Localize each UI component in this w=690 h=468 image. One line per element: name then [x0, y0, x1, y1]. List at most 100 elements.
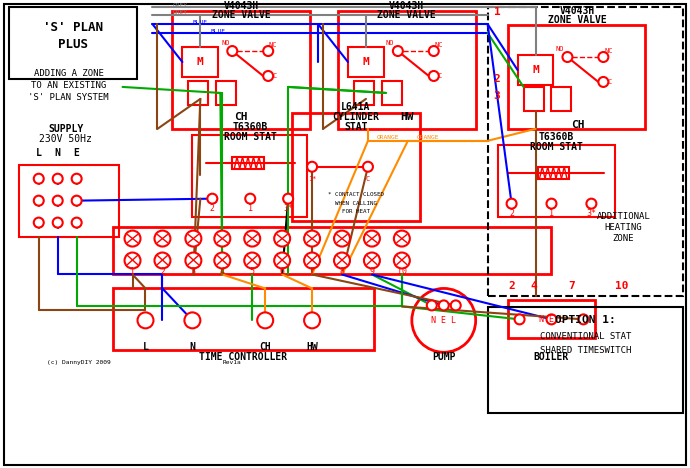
Bar: [551, 87, 571, 111]
Circle shape: [394, 231, 410, 247]
Text: NO: NO: [555, 46, 564, 52]
Text: C: C: [607, 79, 611, 85]
Circle shape: [307, 162, 317, 172]
Circle shape: [137, 312, 153, 329]
Text: C: C: [272, 73, 276, 79]
Circle shape: [427, 300, 437, 310]
Circle shape: [334, 231, 350, 247]
Text: TO AN EXISTING: TO AN EXISTING: [31, 81, 106, 90]
Text: WHEN CALLING: WHEN CALLING: [335, 201, 377, 206]
Circle shape: [363, 162, 373, 172]
Circle shape: [52, 196, 63, 205]
Text: V4043H: V4043H: [560, 6, 595, 16]
Circle shape: [578, 314, 589, 324]
Circle shape: [546, 314, 556, 324]
Bar: [538, 167, 569, 179]
Text: 2: 2: [509, 281, 515, 292]
Circle shape: [186, 231, 201, 247]
Text: Rev1a: Rev1a: [223, 360, 241, 365]
Bar: [497, 145, 615, 217]
Text: 6: 6: [279, 267, 285, 276]
Text: N E L: N E L: [539, 315, 564, 324]
Text: L: L: [36, 148, 41, 158]
Text: CONVENTIONAL STAT: CONVENTIONAL STAT: [540, 332, 631, 341]
Text: 3*: 3*: [586, 209, 596, 218]
Circle shape: [334, 253, 350, 269]
Text: L641A: L641A: [342, 102, 371, 112]
Circle shape: [304, 312, 320, 329]
Text: M: M: [362, 57, 369, 67]
Bar: [488, 7, 683, 296]
Text: * CONTACT CLOSED: * CONTACT CLOSED: [328, 192, 384, 197]
Bar: [112, 288, 374, 350]
Text: HW: HW: [306, 342, 318, 352]
Circle shape: [263, 71, 273, 81]
Circle shape: [412, 288, 475, 352]
Circle shape: [215, 253, 230, 269]
Text: ZONE VALVE: ZONE VALVE: [212, 10, 270, 20]
Circle shape: [155, 231, 170, 247]
Circle shape: [184, 312, 200, 329]
Circle shape: [598, 77, 609, 87]
Text: 3: 3: [493, 91, 500, 101]
Bar: [488, 307, 683, 413]
Text: CH: CH: [259, 342, 271, 352]
Circle shape: [506, 198, 517, 209]
Bar: [19, 165, 119, 236]
Circle shape: [428, 46, 439, 56]
Text: T6360B: T6360B: [233, 122, 268, 132]
Text: 7: 7: [568, 281, 575, 292]
Text: ADDING A ZONE: ADDING A ZONE: [34, 69, 104, 79]
Bar: [193, 135, 307, 217]
Text: 230V 50Hz: 230V 50Hz: [39, 134, 92, 144]
Text: SUPPLY: SUPPLY: [48, 124, 83, 134]
Text: N E L: N E L: [431, 316, 456, 325]
Text: BLUE: BLUE: [193, 20, 208, 25]
Circle shape: [207, 194, 217, 204]
Bar: [217, 81, 236, 105]
Bar: [348, 47, 384, 77]
Circle shape: [245, 194, 255, 204]
Text: 2: 2: [210, 204, 215, 213]
Bar: [233, 157, 264, 169]
Text: ZONE: ZONE: [613, 234, 634, 243]
Circle shape: [274, 231, 290, 247]
Text: N: N: [190, 342, 195, 352]
Text: 2: 2: [509, 209, 514, 218]
Circle shape: [515, 314, 524, 324]
Circle shape: [428, 71, 439, 81]
Bar: [354, 81, 374, 105]
Circle shape: [439, 300, 449, 310]
Circle shape: [124, 253, 141, 269]
Circle shape: [72, 218, 81, 227]
Circle shape: [186, 253, 201, 269]
Text: (c) DannyDIY 2009: (c) DannyDIY 2009: [47, 360, 110, 365]
Circle shape: [586, 198, 596, 209]
Text: HEATING: HEATING: [604, 223, 642, 232]
Circle shape: [215, 231, 230, 247]
Text: SHARED TIMESWITCH: SHARED TIMESWITCH: [540, 346, 631, 355]
Text: 8: 8: [339, 267, 344, 276]
Text: HW: HW: [400, 112, 413, 122]
Circle shape: [546, 198, 556, 209]
Text: FOR HEAT: FOR HEAT: [342, 209, 370, 214]
Bar: [508, 25, 645, 129]
Circle shape: [244, 231, 260, 247]
Text: N: N: [55, 148, 61, 158]
Circle shape: [263, 46, 273, 56]
Circle shape: [283, 194, 293, 204]
Text: 'S' PLAN SYSTEM: 'S' PLAN SYSTEM: [28, 94, 109, 102]
Text: OPTION 1:: OPTION 1:: [555, 315, 615, 325]
Text: C: C: [366, 176, 370, 182]
Text: 4: 4: [220, 267, 225, 276]
Circle shape: [52, 174, 63, 184]
Text: GREY: GREY: [172, 3, 188, 7]
Text: T6360B: T6360B: [539, 132, 574, 142]
Circle shape: [257, 312, 273, 329]
Bar: [9, 7, 137, 79]
Text: ZONE VALVE: ZONE VALVE: [548, 15, 607, 25]
Text: 2: 2: [493, 74, 500, 84]
Text: 1: 1: [493, 7, 500, 17]
Text: E: E: [74, 148, 79, 158]
Text: GREY: GREY: [172, 10, 188, 15]
